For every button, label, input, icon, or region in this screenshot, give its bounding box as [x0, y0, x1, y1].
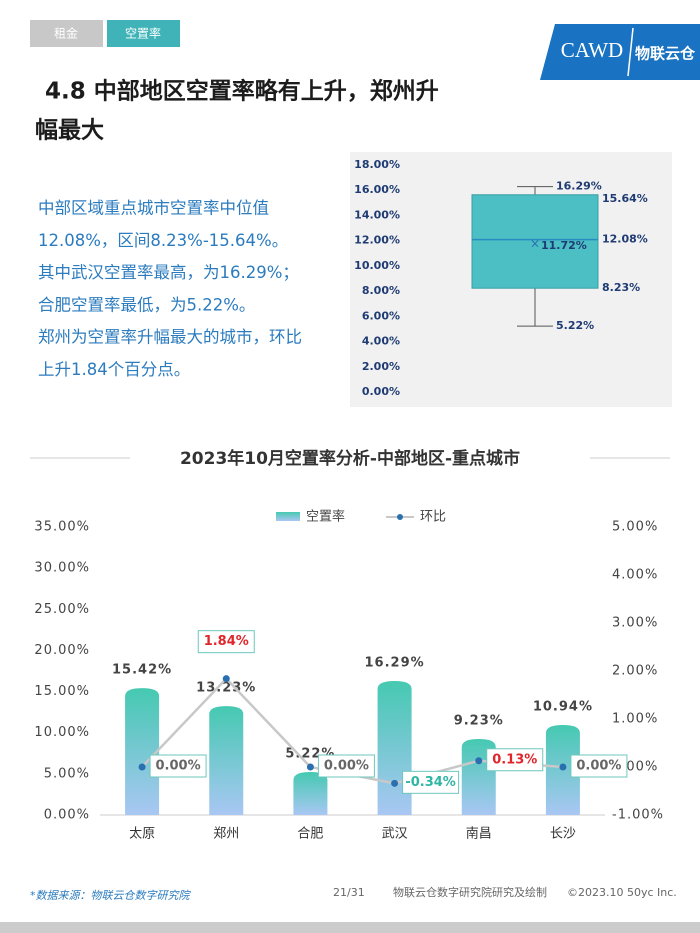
- label-box: [317, 754, 375, 778]
- chart-title: 2023年10月空置率分析-中部地区-重点城市: [180, 448, 520, 469]
- logo-name: CAWD: [561, 38, 623, 62]
- y2-tick-label: -1.00%: [612, 808, 664, 823]
- bar: [209, 706, 244, 815]
- value-label: 12.08%: [602, 233, 648, 246]
- value-label: 16.29%: [365, 655, 425, 670]
- point: [138, 763, 146, 771]
- value-label: 0.00%: [576, 759, 621, 774]
- y-tick-label: 8.00%: [362, 284, 400, 297]
- legend-swatch: [276, 512, 300, 521]
- label-box: [486, 748, 544, 772]
- y-tick-label: 35.00%: [34, 520, 90, 535]
- y-tick-label: 25.00%: [34, 602, 90, 617]
- bar: [377, 680, 412, 815]
- logo-divider: [627, 27, 634, 77]
- tab-label[interactable]: 空置率: [125, 26, 161, 41]
- body-text: 郑州为空置率升幅最大的城市，环比: [38, 328, 302, 347]
- value-label: 15.42%: [112, 663, 172, 678]
- y-tick-label: 14.00%: [354, 208, 400, 221]
- legend-label: 空置率: [306, 509, 345, 525]
- y2-tick-label: 5.00%: [612, 520, 658, 535]
- bar: [293, 772, 328, 815]
- value-label: 0.13%: [492, 752, 537, 767]
- y-tick-label: 0.00%: [44, 808, 90, 823]
- point: [559, 763, 567, 771]
- bar: [125, 688, 160, 815]
- x-tick-label: 长沙: [550, 827, 576, 842]
- box: [471, 194, 599, 289]
- logo-brand: 物联云仓: [635, 45, 696, 63]
- point: [306, 763, 314, 771]
- value-label: -0.34%: [405, 775, 456, 790]
- y-tick-label: 18.00%: [354, 158, 400, 171]
- y2-tick-label: 1.00%: [612, 712, 658, 727]
- y2-tick-label: 4.00%: [612, 568, 658, 583]
- y-tick-label: 0.00%: [362, 385, 400, 398]
- y-tick-label: 5.00%: [44, 766, 90, 781]
- x-tick-label: 太原: [129, 827, 155, 842]
- y2-tick-label: 2.00%: [612, 664, 658, 679]
- body-text: 中部区域重点城市空置率中位值: [38, 199, 269, 218]
- y-tick-label: 10.00%: [354, 259, 400, 272]
- bottom-bar: [0, 922, 700, 933]
- value-label: 0.00%: [156, 759, 201, 774]
- x-tick-label: 南昌: [466, 826, 492, 842]
- body-text: 12.08%，区间8.23%-15.64%。: [38, 231, 288, 250]
- y-tick-label: 10.00%: [34, 725, 90, 740]
- logo-bg: [540, 24, 700, 80]
- legend-swatch: [397, 514, 403, 520]
- copyright: ©2023.10 50yc Inc.: [567, 886, 677, 899]
- value-label: 0.00%: [324, 759, 369, 774]
- x-tick-label: 武汉: [382, 827, 408, 842]
- label-box: [149, 754, 207, 778]
- y-tick-label: 2.00%: [362, 360, 400, 373]
- point: [475, 757, 483, 765]
- body-text: 其中武汉空置率最高，为16.29%；: [38, 263, 299, 282]
- source: *数据来源：物联云仓数字研究院: [30, 889, 191, 902]
- label-box: [402, 770, 460, 794]
- tab[interactable]: [30, 20, 103, 47]
- value-label: 10.94%: [533, 699, 593, 714]
- y-tick-label: 15.00%: [34, 684, 90, 699]
- heading: 幅最大: [35, 118, 104, 144]
- body-text: 上升1.84个百分点。: [38, 360, 190, 379]
- label-box: [570, 754, 628, 778]
- label-box: [197, 630, 255, 654]
- legend-label: 环比: [420, 510, 446, 525]
- value-label: 16.29%: [556, 180, 602, 193]
- tab[interactable]: [107, 20, 180, 47]
- x-tick-label: 郑州: [213, 827, 239, 842]
- x-tick-label: 合肥: [297, 827, 323, 842]
- value-label: 11.72%: [541, 239, 587, 252]
- body-text: 合肥空置率最低，为5.22%。: [38, 295, 255, 314]
- value-label: 15.64%: [602, 192, 648, 205]
- point: [222, 675, 230, 683]
- value-label: 1.84%: [204, 634, 249, 649]
- y-tick-label: 12.00%: [354, 234, 400, 247]
- y-tick-label: 30.00%: [34, 561, 90, 576]
- y-tick-label: 4.00%: [362, 335, 400, 348]
- value-label: 5.22%: [556, 319, 594, 332]
- y-tick-label: 20.00%: [34, 643, 90, 658]
- tab-label[interactable]: 租金: [54, 26, 78, 41]
- value-label: 8.23%: [602, 281, 640, 294]
- mean-marker: ×: [530, 237, 540, 251]
- y-tick-label: 6.00%: [362, 309, 400, 322]
- credit: 物联云仓数字研究院研究及绘制: [393, 885, 547, 899]
- y2-tick-label: 3.00%: [612, 616, 658, 631]
- page-number: 21/31: [333, 886, 365, 899]
- value-label: 13.23%: [196, 681, 256, 696]
- value-label: 9.23%: [454, 714, 504, 729]
- y-tick-label: 16.00%: [354, 183, 400, 196]
- point: [391, 779, 399, 787]
- heading: 4.8 中部地区空置率略有上升，郑州升: [45, 78, 439, 105]
